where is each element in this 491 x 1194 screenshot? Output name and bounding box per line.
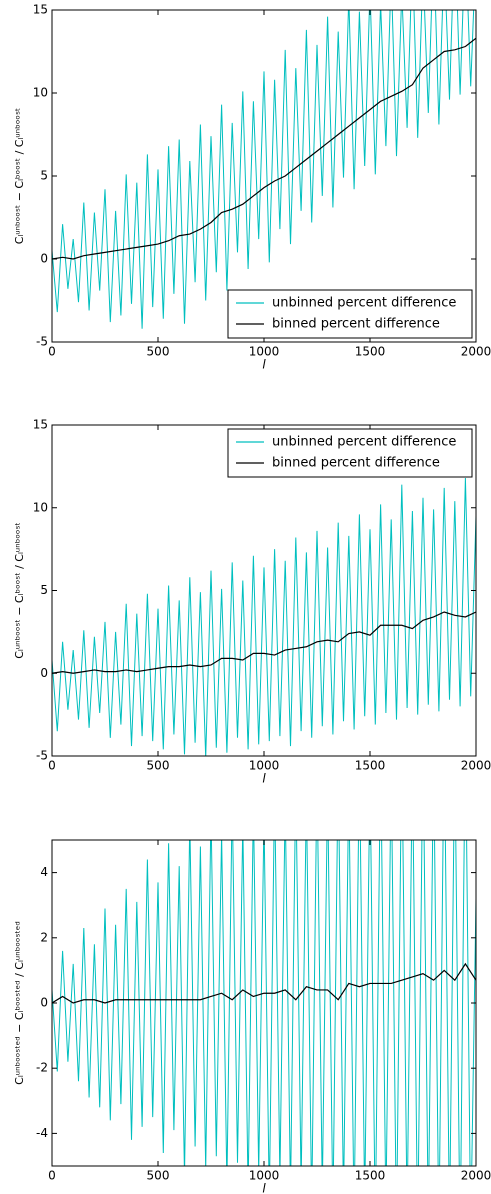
y-tick-label: 5 (40, 583, 48, 597)
x-tick-label: 1000 (249, 345, 280, 359)
x-tick-label: 2000 (461, 345, 491, 359)
y-tick-label: 0 (40, 996, 48, 1010)
x-tick-label: 1000 (249, 1169, 280, 1183)
y-tick-label: 10 (33, 86, 48, 100)
data-line (52, 611, 476, 674)
y-tick-label: 0 (40, 666, 48, 680)
y-tick-label: 2 (40, 930, 48, 944)
y-axis-label: Cₗᵘⁿᵇᵒᵒˢᵗ − Cₗᵇᵒᵒˢᵗ / Cₗᵘⁿᵇᵒᵒˢᵗ (13, 108, 26, 245)
plot-area (52, 10, 476, 329)
x-tick-label: 500 (147, 759, 170, 773)
legend-box (227, 428, 473, 478)
y-tick-label: 0 (40, 252, 48, 266)
data-line (52, 962, 476, 1004)
data-line (52, 37, 476, 260)
x-tick-label: 1000 (249, 759, 280, 773)
y-tick-label: -2 (36, 1061, 48, 1075)
legend-label: unbinned percent difference (272, 435, 456, 450)
x-axis-label: l (262, 1182, 266, 1194)
x-tick-label: 0 (48, 345, 56, 359)
x-tick-label: 500 (147, 1169, 170, 1183)
legend-label: unbinned percent difference (272, 296, 456, 311)
legend-label: binned percent difference (272, 317, 440, 332)
legend-box (227, 289, 473, 339)
x-tick-label: 1500 (355, 345, 386, 359)
x-tick-label: 1500 (355, 759, 386, 773)
y-tick-label: 15 (33, 3, 48, 17)
plot-area (52, 840, 476, 1166)
x-tick-label: 1500 (355, 1169, 386, 1183)
data-line (52, 10, 475, 329)
data-line (52, 840, 476, 1166)
axes-frame (51, 839, 477, 1167)
x-tick-label: 0 (48, 1169, 56, 1183)
y-tick-label: -5 (36, 335, 48, 349)
legend-label: binned percent difference (272, 456, 440, 471)
y-tick-label: 5 (40, 169, 48, 183)
x-axis-label: l (262, 358, 266, 372)
y-axis-label: Cₗᵘⁿᵇᵒᵒˢᵗ − Cₗᵇᵒᵒˢᵗ / Cₗᵘⁿᵇᵒᵒˢᵗ (13, 522, 26, 659)
x-tick-label: 0 (48, 759, 56, 773)
panel: 0 500 1000 1500 2000 -4 -2 0 2 4 l Cₗᵘⁿᵇᵒᵒˢᵗᵉᵈ − Cₗ… (13, 839, 491, 1194)
y-tick-label: -5 (36, 749, 48, 763)
y-tick-label: 10 (33, 500, 48, 514)
y-tick-label: 15 (33, 418, 48, 432)
y-axis-label: Cₗᵘⁿᵇᵒᵒˢᵗᵉᵈ − Cₗᵇᵒᵒˢᵗᵉᵈ / Cₗᵘⁿᵇᵒᵒˢᵗᵉᵈ (13, 921, 26, 1085)
y-tick-label: -4 (36, 1126, 48, 1140)
x-tick-label: 2000 (461, 1169, 491, 1183)
plot-area (52, 477, 476, 756)
x-axis-label: l (262, 772, 266, 786)
x-tick-label: 500 (147, 345, 170, 359)
data-line (52, 477, 476, 756)
x-tick-label: 2000 (461, 759, 491, 773)
y-tick-label: 4 (40, 865, 48, 879)
